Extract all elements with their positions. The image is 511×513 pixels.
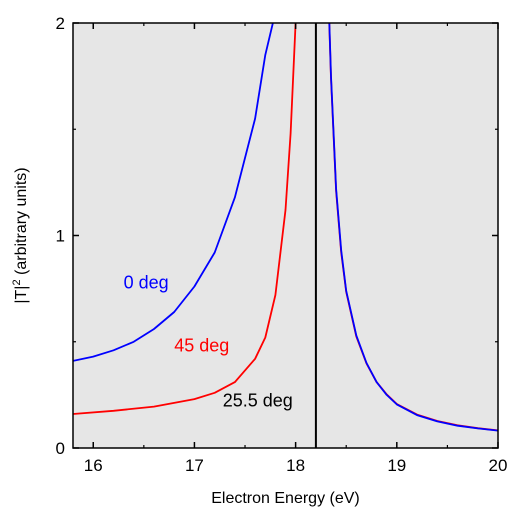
series-line-3 — [328, 23, 498, 432]
x-tick-label: 20 — [489, 456, 508, 475]
y-axis-title-superscript: 2 — [11, 279, 23, 285]
y-tick-label: 1 — [56, 227, 65, 246]
series-annotation-0: 0 deg — [124, 273, 169, 293]
annotation-layer: 0 deg 45 deg 25.5 deg — [124, 273, 293, 411]
y-tick-label: 0 — [56, 439, 65, 458]
y-axis-title: |T|2 (arbitrary units) — [11, 167, 30, 303]
series-annotation-1: 45 deg — [174, 335, 229, 355]
y-axis-title-rest: (arbitrary units) — [13, 167, 30, 279]
x-tick-label: 17 — [185, 456, 204, 475]
series-annotation-2: 25.5 deg — [223, 391, 293, 411]
series-layer — [73, 23, 498, 448]
x-tick-label: 19 — [387, 456, 406, 475]
x-tick-label: 18 — [286, 456, 305, 475]
series-line-0 — [73, 23, 274, 362]
tick-layer: 16 17 18 19 20 0 1 2 — [56, 14, 508, 475]
y-tick-label: 2 — [56, 14, 65, 33]
plot-area — [73, 23, 498, 448]
x-tick-label: 16 — [84, 456, 103, 475]
y-axis-title-main: |T| — [13, 286, 30, 304]
series-line-1 — [73, 23, 297, 415]
x-axis-title: Electron Energy (eV) — [211, 490, 360, 507]
